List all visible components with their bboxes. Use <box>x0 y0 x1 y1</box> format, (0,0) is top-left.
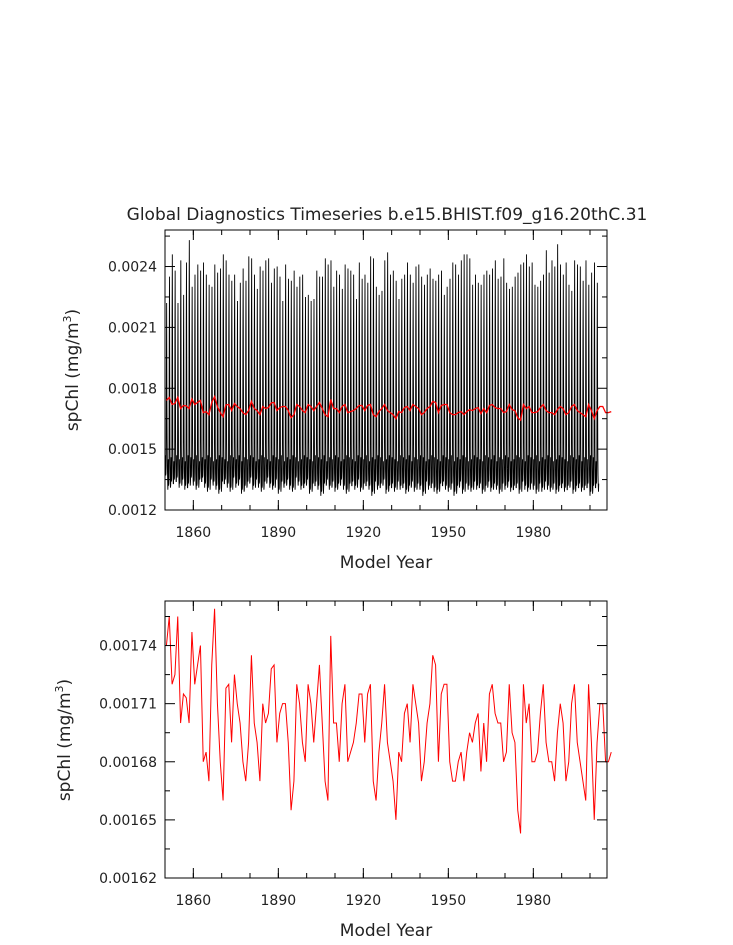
x-tick-label: 1890 <box>261 893 297 909</box>
annual-mean-line <box>165 394 612 422</box>
y-tick-label: 0.00165 <box>99 813 157 829</box>
y-tick-label: 0.00168 <box>99 755 157 771</box>
bottom-chart: 1860 1890 1920 1950 1980 0.00162 0.00165 0.0016… <box>53 600 612 941</box>
y-axis-label: spChl (mg/m3) <box>53 679 75 801</box>
y-tick-label: 0.00171 <box>99 697 157 713</box>
y-tick-label: 0.0018 <box>108 381 157 397</box>
x-tick-label: 1950 <box>431 893 467 909</box>
x-tick-label: 1860 <box>176 525 212 541</box>
x-tick-label: 1920 <box>346 893 382 909</box>
x-axis-label: Model Year <box>340 553 432 573</box>
monthly-series-line <box>164 240 600 496</box>
x-tick-label: 1950 <box>431 525 467 541</box>
x-tick-label: 1920 <box>346 525 382 541</box>
x-tick-label: 1980 <box>516 893 552 909</box>
chart-title: Global Diagnostics Timeseries b.e15.BHIS… <box>127 205 648 225</box>
y-tick-label: 0.00174 <box>99 639 157 655</box>
y-tick-label: 0.0021 <box>108 320 157 336</box>
y-tick-label: 0.0012 <box>108 503 157 519</box>
x-tick-label: 1980 <box>516 525 552 541</box>
x-tick-label: 1860 <box>176 893 212 909</box>
plot-frame <box>164 600 608 879</box>
y-tick-label: 0.0015 <box>108 442 157 458</box>
x-axis-label: Model Year <box>340 921 432 941</box>
annual-mean-line <box>165 608 612 834</box>
top-chart: Global Diagnostics Timeseries b.e15.BHIS… <box>61 205 647 573</box>
x-tick-label: 1890 <box>261 525 297 541</box>
y-tick-label: 0.0024 <box>108 260 157 276</box>
y-tick-label: 0.00162 <box>99 871 157 887</box>
plot-frame <box>164 229 608 511</box>
y-axis-label: spChl (mg/m3) <box>61 309 83 431</box>
